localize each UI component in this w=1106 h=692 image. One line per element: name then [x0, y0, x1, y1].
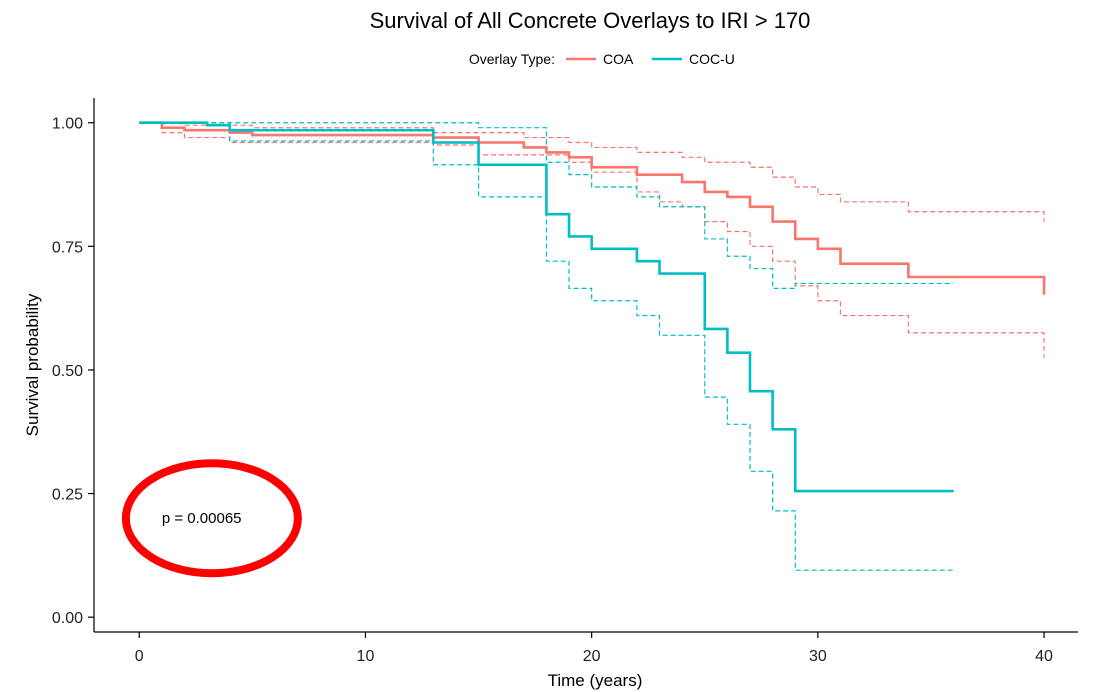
y-axis-ticks: 0.00 0.25 0.50 0.75 1.00: [52, 116, 94, 627]
y-tick-label: 0.75: [52, 239, 83, 256]
legend-label-coc-u: COC-U: [689, 51, 735, 67]
x-axis-title: Time (years): [548, 671, 643, 690]
x-tick-label: 0: [135, 648, 144, 665]
coc-u-upper-ci-line: [139, 122, 954, 289]
x-axis-ticks: 0 10 20 30 40: [135, 632, 1053, 665]
x-tick-label: 20: [583, 648, 601, 665]
p-value-label: p = 0.00065: [162, 510, 242, 527]
y-tick-label: 0.00: [52, 610, 83, 627]
legend-label-coa: COA: [603, 51, 634, 67]
coa-lower-ci-line: [139, 122, 1045, 358]
y-tick-label: 1.00: [52, 116, 83, 133]
legend-title: Overlay Type:: [469, 51, 555, 67]
x-tick-label: 30: [809, 648, 827, 665]
legend: Overlay Type: COA COC-U: [469, 51, 735, 67]
plot-area: [139, 121, 1046, 571]
coa-upper-ci-line: [139, 122, 1045, 222]
x-tick-label: 10: [357, 648, 375, 665]
y-axis-title: Survival probability: [23, 293, 42, 436]
annotations: p = 0.00065: [121, 459, 302, 578]
y-tick-label: 0.50: [52, 363, 83, 380]
chart-title: Survival of All Concrete Overlays to IRI…: [370, 8, 811, 33]
coa-survival-curve: [139, 121, 1046, 295]
x-tick-label: 40: [1035, 648, 1053, 665]
highlight-ellipse: [121, 459, 302, 578]
y-tick-label: 0.25: [52, 487, 83, 504]
coc-u-lower-ci-line: [139, 122, 954, 571]
coc-u-survival-curve: [139, 121, 954, 493]
